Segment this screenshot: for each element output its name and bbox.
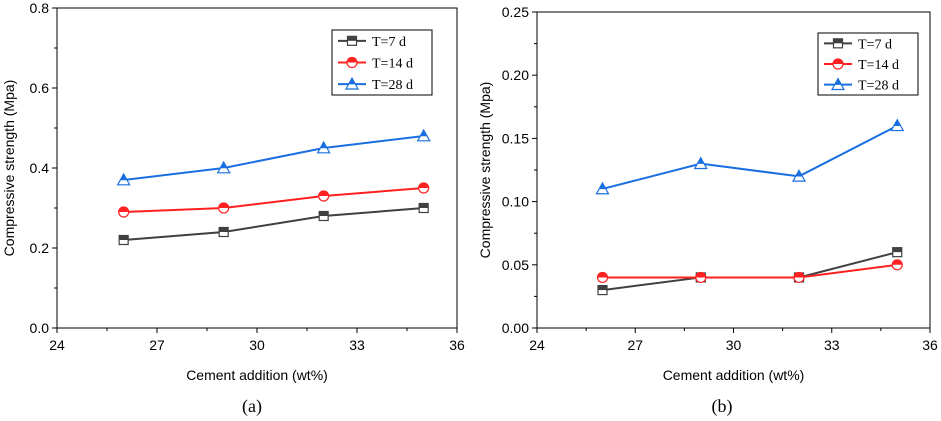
y-tick-label: 0.2 <box>30 240 50 256</box>
data-point-series-0-fill <box>892 247 902 253</box>
data-point-series-1-fill <box>218 203 229 208</box>
series-line-1 <box>123 187 424 213</box>
chart-panel-b: 24 27 30 33 36 0.00 0.05 0.10 0.15 0.20 0.25 Cement… <box>477 4 938 417</box>
data-point-series-1-fill <box>597 272 608 278</box>
x-tick-label: 27 <box>627 337 643 353</box>
data-point-series-1-fill <box>118 207 129 212</box>
x-axis-title: Cement addition (wt%) <box>186 367 328 383</box>
series-line-0 <box>123 207 424 241</box>
y-axis-title: Compressive strength (Mpa) <box>477 82 493 259</box>
data-point-series-2-fill <box>420 130 427 137</box>
series-line-2 <box>123 135 424 181</box>
legend-marker-2-fill <box>834 78 842 85</box>
data-point-series-0-fill <box>598 285 607 291</box>
data-point-series-0-fill <box>419 203 429 208</box>
legend-label: T=28 d <box>858 79 899 94</box>
legend-marker-1-fill <box>347 57 357 63</box>
y-tick-label: 0.4 <box>30 160 50 176</box>
data-point-series-2-fill <box>120 174 127 181</box>
y-tick-label: 0.6 <box>30 80 50 96</box>
data-point-series-0-fill <box>219 227 229 232</box>
series-line-2 <box>602 124 898 190</box>
data-point-series-2-fill <box>599 182 606 190</box>
y-axis-title: Compressive strength (Mpa) <box>1 80 17 257</box>
x-tick-label: 30 <box>726 337 742 353</box>
legend-marker-2-fill <box>348 78 356 85</box>
y-tick-label: 0.25 <box>502 4 529 20</box>
x-axis-title: Cement addition (wt%) <box>663 367 805 383</box>
data-point-series-1-fill <box>794 272 804 278</box>
data-point-series-1-fill <box>318 191 329 196</box>
legend-label: T=7 d <box>858 37 892 52</box>
legend-label: T=7 d <box>372 35 406 50</box>
y-tick-label: 0.15 <box>502 130 529 146</box>
x-tick-label: 36 <box>922 337 938 353</box>
y-tick-label: 0.00 <box>502 320 529 336</box>
y-tick-label: 0.05 <box>502 257 529 273</box>
x-tick-label: 36 <box>449 337 465 353</box>
x-tick-label: 27 <box>149 337 165 353</box>
y-tick-label: 0.8 <box>30 0 50 16</box>
data-point-series-0-fill <box>319 211 329 216</box>
x-tick-label: 33 <box>349 337 365 353</box>
data-point-series-2-fill <box>697 157 705 164</box>
data-point-series-2-fill <box>795 170 803 177</box>
y-tick-label: 0.0 <box>30 320 50 336</box>
data-point-series-1-fill <box>418 183 429 188</box>
data-point-series-2-fill <box>320 142 327 149</box>
data-point-series-2-fill <box>220 162 227 169</box>
data-point-series-2-fill <box>893 119 901 126</box>
legend-marker-0-fill <box>833 38 843 44</box>
y-tick-label: 0.20 <box>502 67 529 83</box>
chart-panel-a: 24 27 30 33 36 0.0 0.2 0.4 0.6 0.8 Cement addition… <box>1 0 465 417</box>
legend-label: T=14 d <box>858 58 899 73</box>
legend-marker-1-fill <box>833 59 843 64</box>
x-tick-label: 24 <box>49 337 65 353</box>
legend-label: T=28 d <box>372 78 413 93</box>
data-point-series-1-fill <box>892 259 903 265</box>
data-point-series-1-fill <box>695 272 706 278</box>
series-line-1 <box>602 263 898 279</box>
x-tick-label: 30 <box>249 337 265 353</box>
legend-marker-0-fill <box>347 36 357 41</box>
x-tick-label: 24 <box>529 337 545 353</box>
data-point-series-0-fill <box>119 235 129 240</box>
panel-caption: (a) <box>242 396 262 417</box>
legend-label: T=14 d <box>372 57 413 72</box>
panel-caption: (b) <box>712 396 733 417</box>
x-tick-label: 33 <box>824 337 840 353</box>
y-tick-label: 0.10 <box>502 194 529 210</box>
